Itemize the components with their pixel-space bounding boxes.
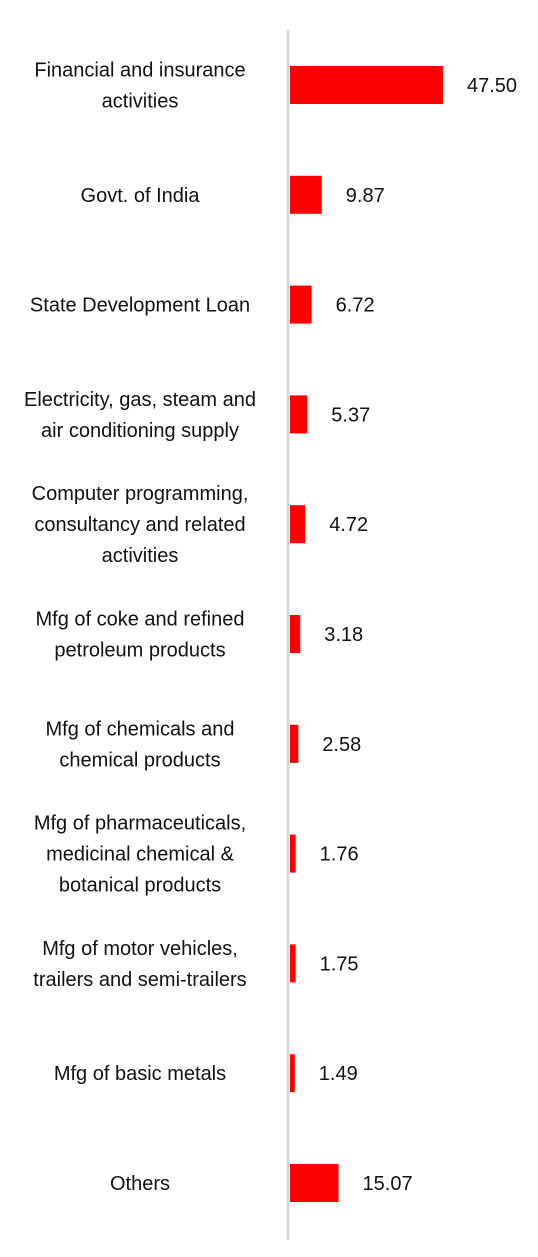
- value-labels-group: 47.50 9.87 6.72 5.37 4.72 3.18 2.58 1.76 1.75 1.4…: [319, 75, 517, 1195]
- category-label-7-line-0: Mfg of pharmaceuticals,: [34, 813, 246, 835]
- category-label-3-line-1: air conditioning supply: [41, 420, 239, 442]
- category-label-3-line-0: Electricity, gas, steam and: [24, 389, 256, 411]
- category-label-5: Mfg of coke and refined petroleum product…: [35, 609, 244, 662]
- value-label-3: 5.37: [331, 404, 370, 426]
- bar-2: [290, 285, 312, 324]
- bar-10: [290, 1164, 339, 1202]
- category-label-0-line-1: activities: [102, 91, 179, 113]
- value-label-4: 4.72: [329, 514, 368, 536]
- bar-6: [290, 724, 299, 763]
- category-label-6: Mfg of chemicals and chemical products: [46, 718, 235, 771]
- category-label-0: Financial and insurance activities: [34, 60, 245, 113]
- category-label-4-line-2: activities: [102, 545, 179, 567]
- value-label-10: 15.07: [363, 1173, 413, 1195]
- category-label-1: Govt. of India: [81, 185, 201, 207]
- bar-4: [290, 505, 306, 544]
- category-label-7-line-2: botanical products: [59, 875, 221, 897]
- category-label-7-line-1: medicinal chemical &: [46, 844, 235, 866]
- value-label-6: 2.58: [322, 734, 361, 756]
- category-label-6-line-0: Mfg of chemicals and: [46, 718, 235, 740]
- value-label-9: 1.49: [319, 1063, 358, 1085]
- value-label-0: 47.50: [467, 75, 517, 97]
- value-label-7: 1.76: [320, 844, 359, 866]
- category-label-8: Mfg of motor vehicles, trailers and semi-…: [33, 938, 246, 991]
- category-label-10: Others: [110, 1173, 170, 1195]
- value-label-8: 1.75: [320, 953, 359, 975]
- category-label-8-line-0: Mfg of motor vehicles,: [42, 938, 238, 960]
- category-label-7: Mfg of pharmaceuticals, medicinal chemica…: [34, 813, 246, 897]
- bars-group: [290, 66, 443, 1202]
- bar-0: [290, 66, 443, 104]
- category-label-3: Electricity, gas, steam and air condition…: [24, 389, 256, 442]
- category-labels-group: Financial and insurance activities Govt. o…: [24, 60, 256, 1196]
- bar-7: [290, 834, 296, 873]
- category-label-4-line-0: Computer programming,: [32, 483, 249, 505]
- category-label-10-line-0: Others: [110, 1173, 170, 1195]
- category-label-8-line-1: trailers and semi-trailers: [33, 969, 246, 991]
- bar-8: [290, 944, 296, 983]
- category-label-2: State Development Loan: [30, 295, 250, 317]
- value-label-2: 6.72: [336, 295, 375, 317]
- value-label-1: 9.87: [346, 185, 385, 207]
- category-label-5-line-0: Mfg of coke and refined: [35, 609, 244, 631]
- category-label-2-line-0: State Development Loan: [30, 295, 250, 317]
- category-label-9: Mfg of basic metals: [54, 1063, 226, 1085]
- bar-5: [290, 615, 301, 653]
- bar-1: [290, 175, 322, 214]
- category-label-9-line-0: Mfg of basic metals: [54, 1063, 226, 1085]
- category-label-5-line-1: petroleum products: [54, 640, 225, 662]
- bar-3: [290, 395, 308, 434]
- value-label-5: 3.18: [324, 624, 363, 646]
- category-label-0-line-0: Financial and insurance: [34, 60, 245, 82]
- category-label-4-line-1: consultancy and related: [34, 514, 245, 536]
- category-label-1-line-0: Govt. of India: [81, 185, 201, 207]
- category-label-4: Computer programming, consultancy and rel…: [32, 483, 249, 567]
- bar-9: [290, 1054, 295, 1093]
- category-label-6-line-1: chemical products: [59, 749, 220, 771]
